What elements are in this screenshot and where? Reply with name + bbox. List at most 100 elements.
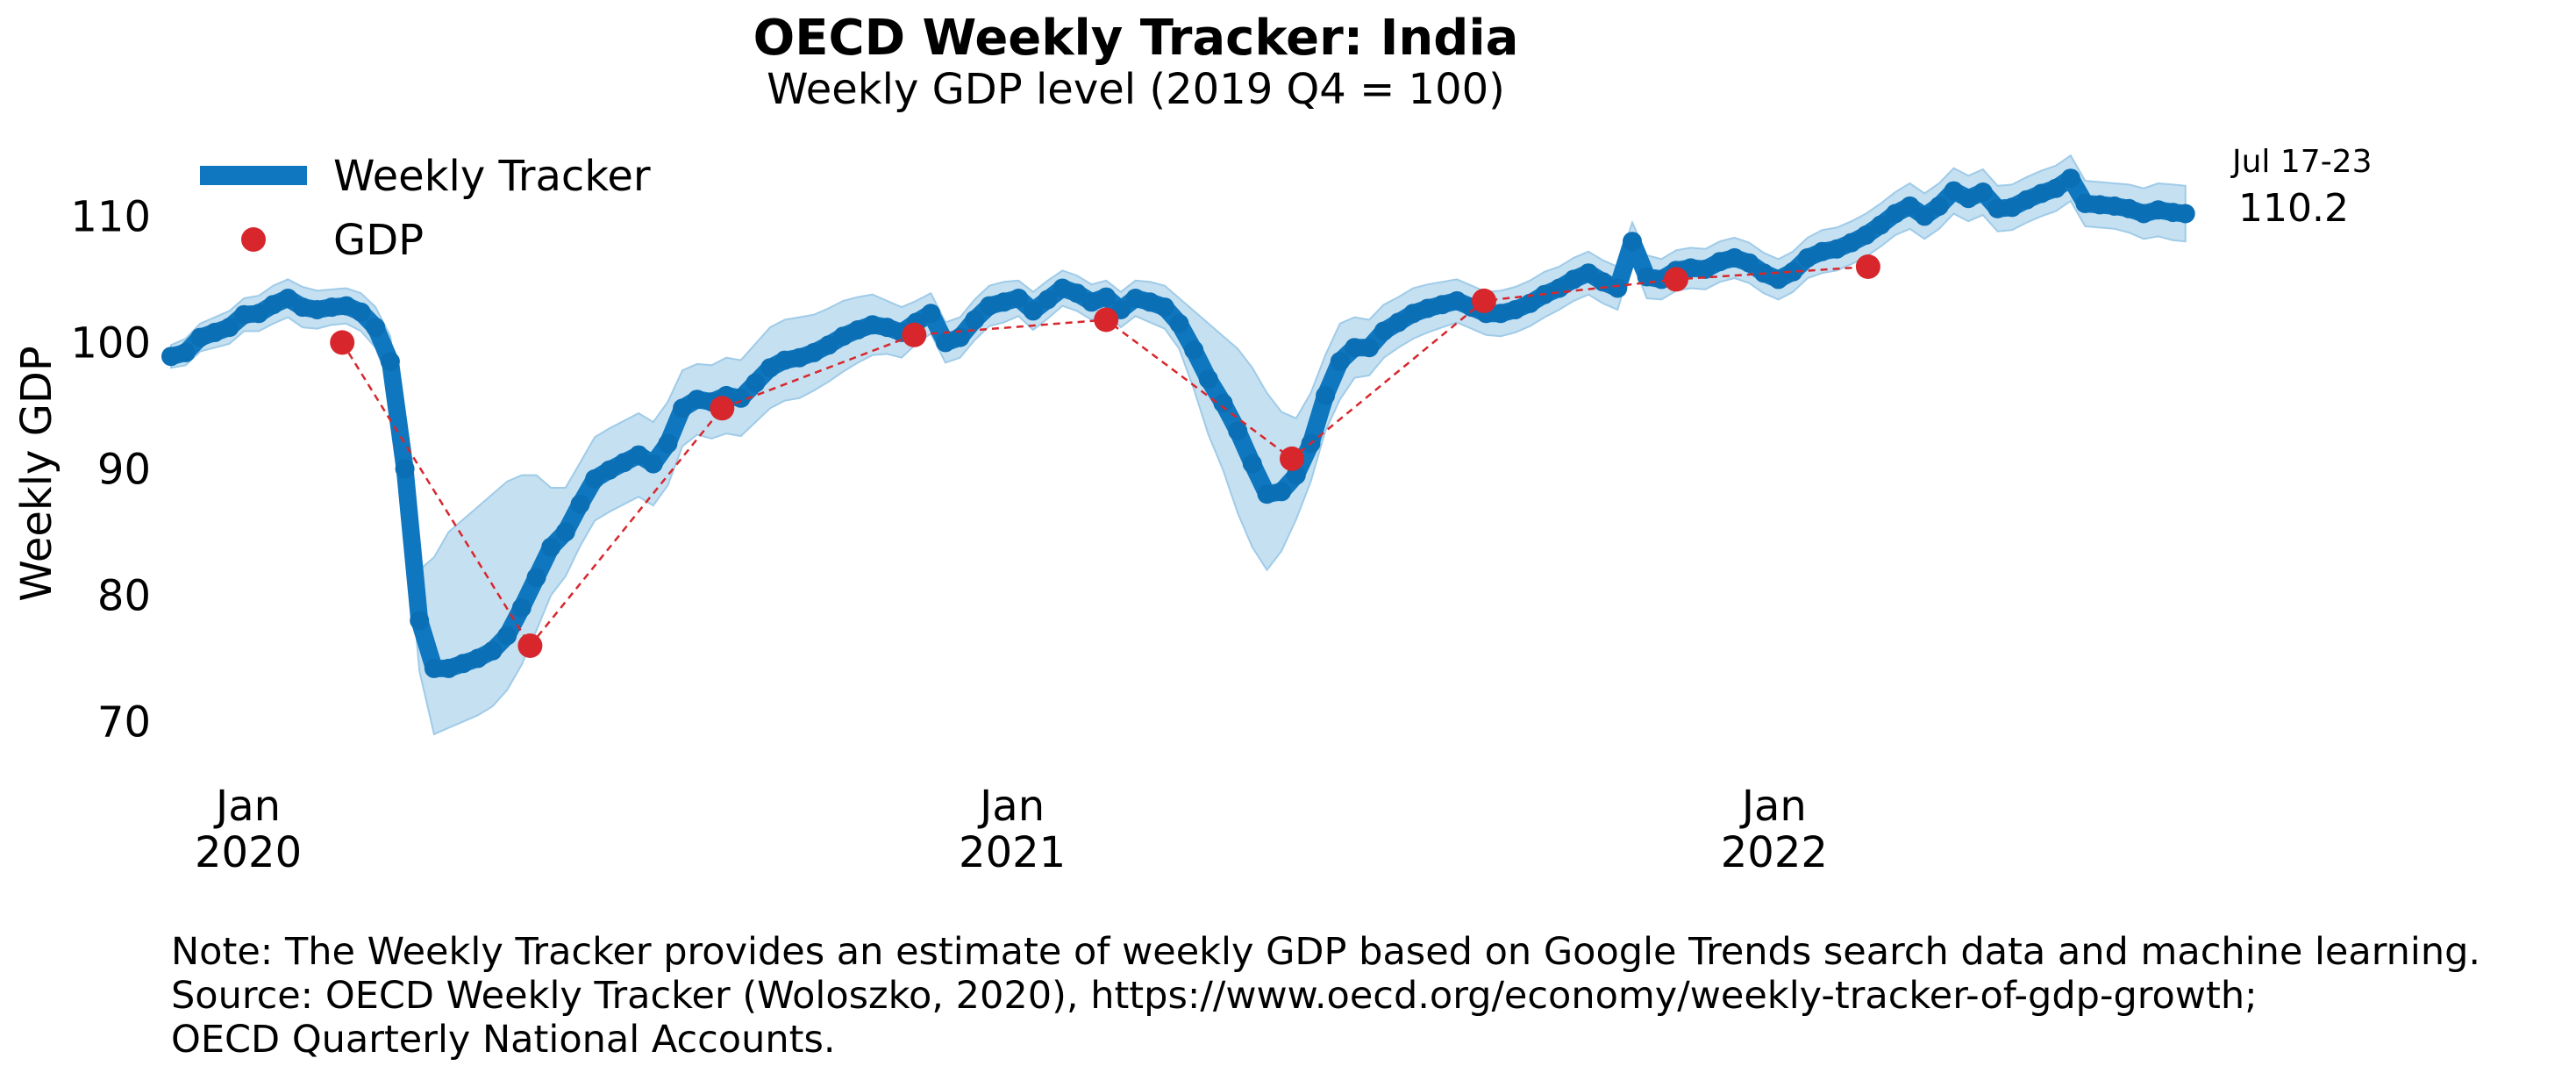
weekly-tracker-point	[1359, 338, 1380, 358]
weekly-tracker-point	[161, 347, 181, 367]
gdp-point	[1280, 446, 1304, 471]
weekly-tracker-point	[1081, 292, 1102, 312]
chart: OECD Weekly Tracker: India Weekly GDP le…	[12, 10, 2373, 877]
weekly-tracker-point	[1198, 369, 1218, 390]
weekly-tracker-point	[366, 318, 386, 338]
weekly-tracker-point	[1505, 300, 1525, 319]
weekly-tracker-point	[1272, 482, 1292, 502]
weekly-tracker-point	[467, 648, 488, 669]
gdp-point	[1472, 288, 1496, 313]
weekly-tracker-point	[1885, 204, 1905, 224]
x-tick-label-month: Jan	[1739, 782, 1807, 831]
weekly-tracker-point	[994, 292, 1014, 312]
weekly-tracker-points	[161, 168, 2195, 678]
weekly-tracker-point	[1432, 295, 1452, 315]
legend-swatch-weekly-tracker	[200, 166, 307, 185]
weekly-tracker-point	[263, 295, 283, 315]
y-tick-label: 80	[97, 571, 151, 620]
weekly-tracker-point	[921, 304, 941, 324]
x-tick-label-year: 2021	[959, 828, 1066, 877]
weekly-tracker-point	[1374, 321, 1394, 341]
y-tick-label: 100	[70, 318, 151, 368]
weekly-tracker-point	[1023, 301, 1043, 321]
weekly-tracker-point	[1973, 182, 1993, 202]
gdp-points	[330, 254, 1880, 658]
weekly-tracker-point	[1856, 225, 1876, 245]
weekly-tracker-point	[1520, 293, 1540, 313]
weekly-tracker-point	[760, 358, 781, 378]
weekly-tracker-point	[658, 433, 678, 454]
weekly-tracker-point	[1213, 393, 1233, 413]
weekly-tracker-point	[1579, 263, 1598, 283]
weekly-tracker-point	[541, 537, 561, 557]
weekly-tracker-point	[439, 658, 459, 678]
weekly-tracker-point	[1827, 239, 1847, 259]
weekly-tracker-point	[774, 350, 795, 370]
weekly-tracker-point	[424, 658, 444, 678]
weekly-tracker-point	[1345, 338, 1365, 358]
gdp-point	[1094, 307, 1119, 333]
weekly-tracker-point	[1417, 298, 1438, 318]
weekly-tracker-point	[1038, 290, 1058, 310]
weekly-tracker-point	[687, 390, 707, 410]
weekly-tracker-point	[1623, 232, 1642, 252]
confidence-band	[170, 154, 2187, 736]
weekly-tracker-point	[482, 640, 503, 661]
weekly-tracker-point	[511, 597, 532, 618]
weekly-tracker-point	[1783, 261, 1803, 282]
weekly-tracker-point	[1053, 278, 1073, 298]
weekly-tracker-point	[1009, 289, 1029, 308]
gdp-point	[902, 322, 927, 347]
weekly-tracker-point	[1768, 269, 1788, 290]
weekly-tracker-point	[1330, 352, 1350, 371]
last-week-label: Jul 17-23	[2230, 144, 2373, 180]
gdp-point	[1855, 254, 1880, 279]
weekly-tracker-point	[2175, 204, 2195, 224]
gdp-point	[517, 633, 543, 658]
weekly-tracker-point	[1944, 181, 1964, 201]
weekly-tracker-point	[1841, 232, 1861, 253]
y-tick-label: 90	[97, 445, 151, 494]
chart-subtitle: Weekly GDP level (2019 Q4 = 100)	[767, 65, 1505, 114]
weekly-tracker-point	[205, 322, 225, 342]
weekly-tracker-point	[190, 327, 211, 347]
legend-label-gdp: GDP	[333, 216, 424, 265]
weekly-tracker-point	[2031, 183, 2052, 204]
weekly-tracker-point	[965, 310, 985, 330]
weekly-tracker-point	[453, 654, 474, 674]
weekly-tracker-point	[2104, 196, 2124, 216]
weekly-tracker-point	[336, 296, 356, 316]
weekly-tracker-point	[877, 318, 897, 338]
weekly-tracker-point	[1140, 292, 1160, 312]
weekly-tracker-point	[936, 333, 955, 353]
weekly-tracker-point	[1316, 385, 1336, 405]
weekly-tracker-point	[1154, 297, 1174, 318]
gdp-point	[710, 396, 735, 421]
weekly-tracker-point	[322, 297, 342, 318]
weekly-tracker-point	[599, 460, 619, 480]
weekly-tracker-point	[2075, 194, 2095, 213]
weekly-tracker-point	[1096, 287, 1117, 307]
legend-label-weekly-tracker: Weekly Tracker	[333, 152, 651, 201]
y-tick-label: 110	[70, 192, 151, 241]
weekly-tracker-point	[555, 522, 575, 542]
weekly-tracker-point	[643, 454, 663, 474]
weekly-tracker-point	[1959, 189, 1979, 209]
weekly-tracker-point	[175, 342, 196, 362]
weekly-tracker-point	[2148, 200, 2168, 220]
weekly-tracker-point	[292, 297, 312, 318]
weekly-tracker-point	[1564, 269, 1584, 290]
weekly-tracker-point	[746, 373, 766, 393]
weekly-tracker-point	[570, 494, 590, 514]
weekly-tracker-point	[526, 568, 546, 588]
weekly-tracker-point	[629, 445, 649, 465]
weekly-tracker-point	[804, 342, 824, 362]
weekly-tracker-point	[1593, 272, 1613, 292]
weekly-tracker-point	[585, 468, 605, 489]
weekly-tracker-point	[307, 300, 327, 319]
x-tick-label-year: 2020	[195, 828, 302, 877]
weekly-tracker-point	[1812, 241, 1832, 261]
weekly-tracker-point	[1388, 312, 1409, 333]
weekly-tracker-point	[673, 398, 693, 418]
